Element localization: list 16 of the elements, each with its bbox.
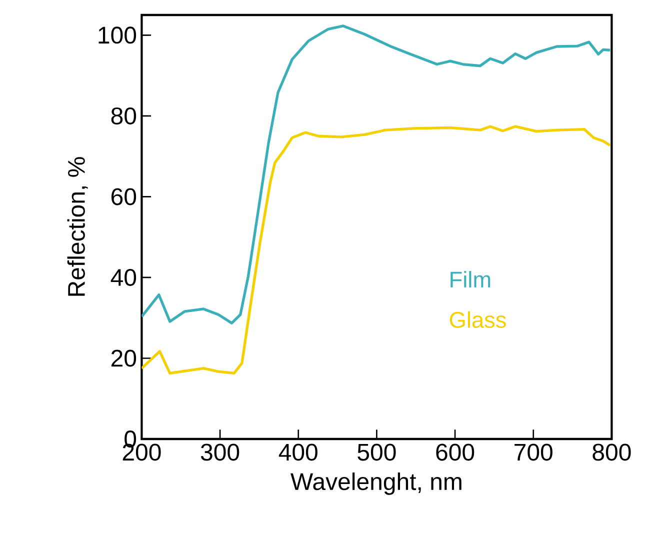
x-tick-label: 600 <box>436 444 474 461</box>
y-axis-title: Reflection, % <box>67 157 88 296</box>
y-tick-label: 40 <box>110 268 136 286</box>
text: Film <box>450 271 490 288</box>
x-axis-title: Wavelenght, nm <box>290 472 462 495</box>
x-tick-label: 800 <box>592 444 631 461</box>
text: Glass <box>450 311 506 328</box>
y-tick-label: 80 <box>111 107 136 124</box>
y-tick-label: 20 <box>112 350 136 367</box>
line-series <box>142 125 612 375</box>
y-tick-label: 60 <box>112 188 136 206</box>
y-tick-label: 100 <box>98 26 136 44</box>
x-tick-label: 500 <box>358 444 396 461</box>
x-tick-label: 700 <box>514 444 552 461</box>
x-tick-label: 300 <box>200 444 240 461</box>
x-tick-label: 400 <box>278 444 318 461</box>
